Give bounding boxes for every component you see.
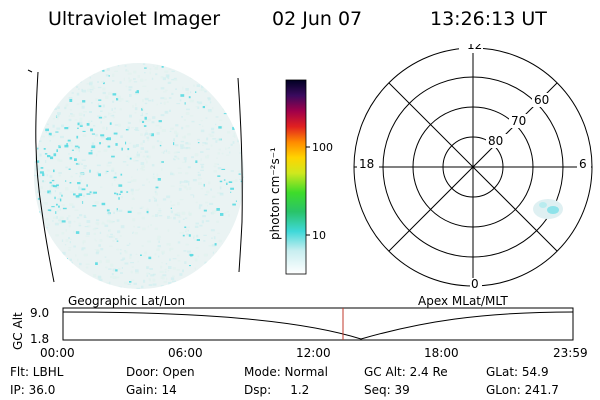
status-gain: Gain: 14 <box>126 383 177 397</box>
status-dsp: Dsp: 1.2 <box>244 383 310 397</box>
right-caption: Apex MLat/MLT <box>418 294 508 308</box>
colorbar-label-100: 100 <box>312 141 333 154</box>
status-flt: Flt: LBHL <box>10 365 64 379</box>
xtick-1800: 18:00 <box>424 346 459 360</box>
polar-plot: 12 18 6 0 60 70 80 <box>353 44 593 292</box>
lat-label-70: 70 <box>511 114 526 128</box>
date-label: 02 Jun 07 <box>272 8 363 30</box>
corner-tick <box>27 69 33 73</box>
lat-label-60: 60 <box>534 93 549 107</box>
timeline-frame <box>62 307 574 341</box>
geographic-image-panel <box>27 63 244 289</box>
xtick-0600: 06:00 <box>168 346 203 360</box>
mlt-label-bg-top <box>459 44 483 53</box>
instrument-title: Ultraviolet Imager <box>48 8 221 30</box>
mlt-label-right: 6 <box>579 157 587 171</box>
mlt-label-bottom: 0 <box>471 277 479 291</box>
xtick-2359: 23:59 <box>553 346 588 360</box>
lat-label-bg-80 <box>486 134 508 148</box>
mlt-label-bg-right <box>577 157 591 171</box>
status-ip: IP: 36.0 <box>10 383 56 397</box>
mlt-label-left: 18 <box>359 157 374 171</box>
colorbar: 100 10 photon cm⁻²s⁻¹ <box>268 79 333 275</box>
timeline-ytick-top: 9.0 <box>30 306 49 320</box>
status-glon: GLon: 241.7 <box>486 383 559 397</box>
xtick-1200: 12:00 <box>296 346 331 360</box>
status-mode: Mode: Normal <box>244 365 328 379</box>
polar-axis-diag-2 <box>388 82 558 252</box>
colorbar-unit-label: photon cm⁻²s⁻¹ <box>268 147 282 240</box>
lat-label-bg-70 <box>509 114 531 128</box>
timeline-ylabel: GC Alt <box>11 312 25 350</box>
mlt-label-top: 12 <box>467 44 482 52</box>
earth-disk <box>34 63 244 289</box>
mlt-label-bg-left <box>357 157 379 171</box>
status-door: Door: Open <box>126 365 195 379</box>
altitude-curve <box>62 311 574 340</box>
left-caption: Geographic Lat/Lon <box>68 294 186 308</box>
lat-label-bg-60 <box>532 93 554 107</box>
left-limb-line <box>35 71 55 283</box>
mlt-label-bg-bottom <box>470 278 482 292</box>
right-limb-line <box>237 77 243 273</box>
status-seq: Seq: 39 <box>364 383 410 397</box>
timeline-ytick-bottom: 1.8 <box>30 332 49 346</box>
xtick-0000: 00:00 <box>40 346 75 360</box>
colorbar-label-10: 10 <box>312 229 326 242</box>
time-label: 13:26:13 UT <box>430 8 547 30</box>
orbit-timeline: GC Alt 9.0 1.8 <box>11 306 574 350</box>
status-glat: GLat: 54.9 <box>486 365 549 379</box>
lat-label-80: 80 <box>488 134 503 148</box>
colorbar-gradient <box>285 79 307 275</box>
status-gc-alt: GC Alt: 2.4 Re <box>364 365 448 379</box>
polar-emission-patch <box>533 199 563 219</box>
